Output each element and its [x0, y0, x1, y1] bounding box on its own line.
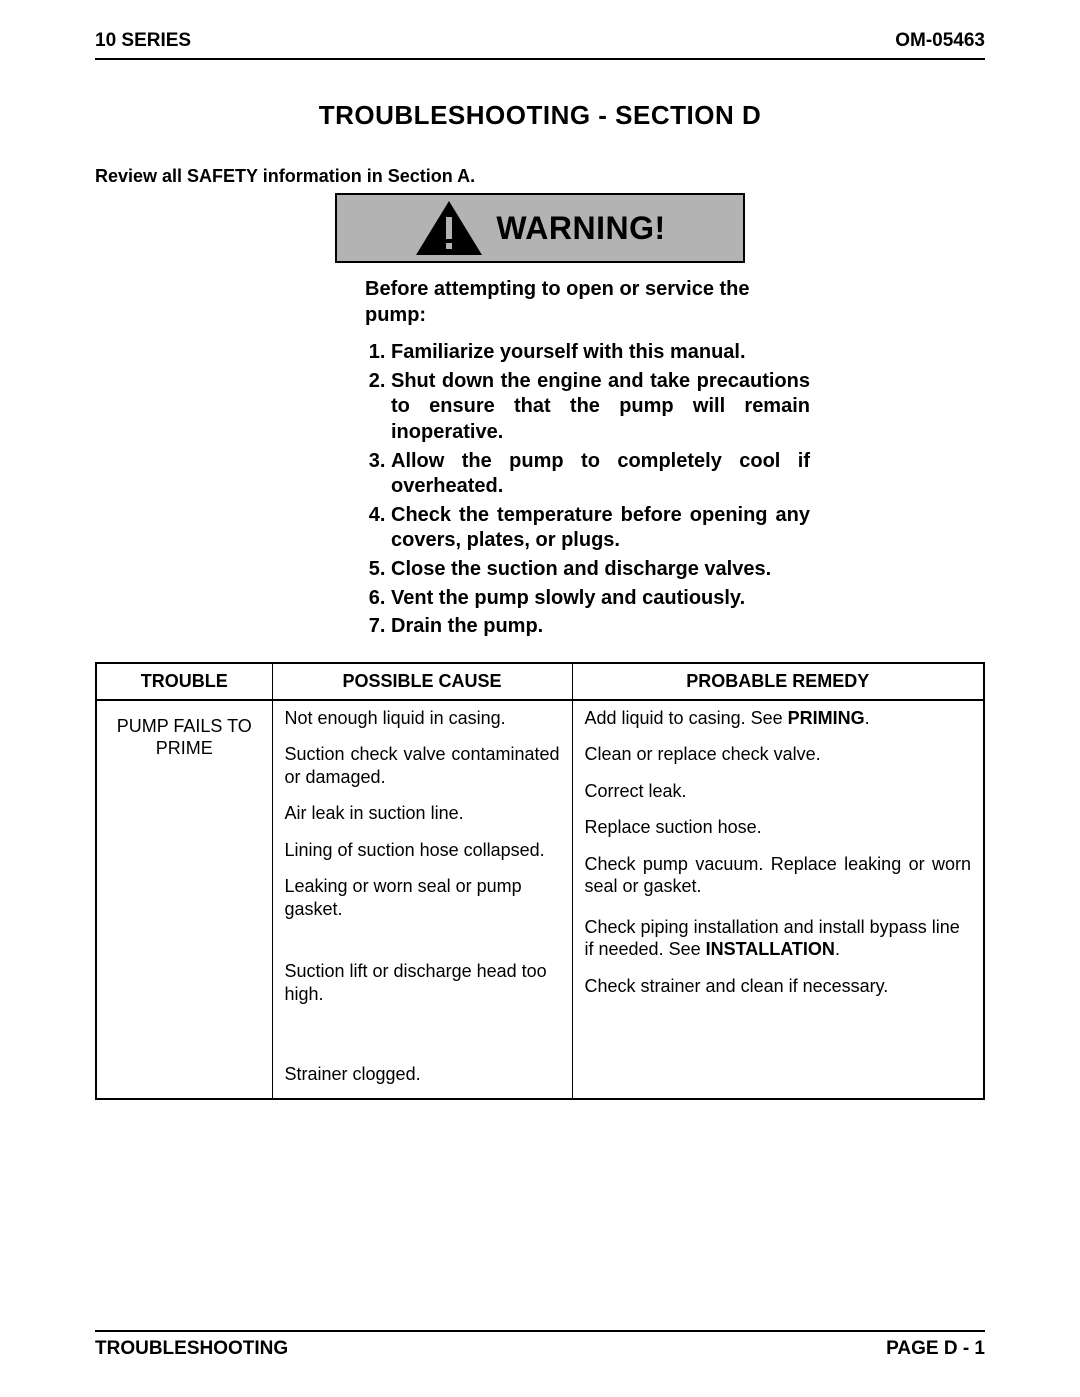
- table-header-row: TROUBLE POSSIBLE CAUSE PROBABLE REMEDY: [96, 663, 984, 700]
- review-safety-line: Review all SAFETY information in Section…: [95, 166, 985, 187]
- page-header: 10 SERIES OM-05463: [95, 30, 985, 60]
- trouble-name: PUMP FAILS TO PRIME: [109, 707, 260, 760]
- remedy-text: Check strainer and clean if neces­sary.: [585, 976, 889, 996]
- warning-item: Familiarize yourself with this manual.: [391, 340, 810, 366]
- remedy-text: Check pump vacuum. Replace leaking or wo…: [585, 854, 972, 897]
- cause-cell: Not enough liquid in casing. Suction che…: [272, 700, 572, 1099]
- remedy-item: Correct leak.: [585, 780, 972, 803]
- warning-list: Familiarize yourself with this manual. S…: [365, 340, 810, 640]
- remedy-text: Correct leak.: [585, 781, 687, 801]
- col-header-trouble: TROUBLE: [96, 663, 272, 700]
- remedy-text: .: [835, 939, 840, 959]
- remedy-item: Check piping installation and install by…: [585, 916, 972, 961]
- footer-left: TROUBLESHOOTING: [95, 1338, 288, 1360]
- warning-item: Check the temperature before open­ing an…: [391, 503, 810, 554]
- warning-intro: Before attempting to open or service the…: [365, 277, 810, 328]
- warning-item: Drain the pump.: [391, 614, 810, 640]
- warning-item: Vent the pump slowly and cautiously.: [391, 586, 810, 612]
- col-header-cause: POSSIBLE CAUSE: [272, 663, 572, 700]
- table-row: PUMP FAILS TO PRIME Not enough liquid in…: [96, 700, 984, 1099]
- header-right: OM-05463: [895, 30, 985, 52]
- cause-item: Suction check valve contaminated or dama…: [285, 743, 560, 788]
- remedy-text: Clean or replace check valve.: [585, 744, 821, 764]
- warning-banner: WARNING!: [335, 193, 745, 263]
- col-header-remedy: PROBABLE REMEDY: [572, 663, 984, 700]
- cause-item: Suction lift or discharge head too high.: [285, 960, 560, 1005]
- page-footer: TROUBLESHOOTING PAGE D - 1: [95, 1330, 985, 1360]
- remedy-ref: PRIMING: [788, 708, 865, 728]
- warning-triangle-icon: [414, 199, 484, 257]
- warning-banner-text: WARNING!: [496, 210, 665, 247]
- cause-item: Leaking or worn seal or pump gasket.: [285, 875, 560, 920]
- footer-right: PAGE D - 1: [886, 1338, 985, 1360]
- trouble-name-line1: PUMP FAILS TO: [117, 716, 252, 736]
- troubleshooting-table: TROUBLE POSSIBLE CAUSE PROBABLE REMEDY P…: [95, 662, 985, 1100]
- cause-item: Strainer clogged.: [285, 1063, 560, 1086]
- remedy-text: .: [865, 708, 870, 728]
- remedy-item: Check pump vacuum. Replace leaking or wo…: [585, 853, 972, 898]
- cause-item: Air leak in suction line.: [285, 802, 560, 825]
- cause-item: Not enough liquid in casing.: [285, 707, 560, 730]
- section-title: TROUBLESHOOTING - SECTION D: [95, 100, 985, 131]
- remedy-cell: Add liquid to casing. See PRIMING. Clean…: [572, 700, 984, 1099]
- warning-item: Shut down the engine and take pre­cautio…: [391, 369, 810, 446]
- remedy-text: Add liquid to casing. See: [585, 708, 788, 728]
- warning-item: Close the suction and discharge valves.: [391, 557, 810, 583]
- remedy-ref: INSTAL­LATION: [706, 939, 835, 959]
- remedy-item: Check strainer and clean if neces­sary.: [585, 975, 972, 998]
- header-left: 10 SERIES: [95, 30, 191, 52]
- remedy-item: Clean or replace check valve.: [585, 743, 972, 766]
- warning-item: Allow the pump to completely cool if ove…: [391, 449, 810, 500]
- page: 10 SERIES OM-05463 TROUBLESHOOTING - SEC…: [0, 0, 1080, 1390]
- remedy-item: Add liquid to casing. See PRIMING.: [585, 707, 972, 730]
- cause-item: Lining of suction hose collapsed.: [285, 839, 560, 862]
- trouble-cell: PUMP FAILS TO PRIME: [96, 700, 272, 1099]
- remedy-item: Replace suction hose.: [585, 816, 972, 839]
- warning-body: Before attempting to open or service the…: [365, 277, 810, 640]
- remedy-text: Replace suction hose.: [585, 817, 762, 837]
- trouble-name-line2: PRIME: [156, 738, 213, 758]
